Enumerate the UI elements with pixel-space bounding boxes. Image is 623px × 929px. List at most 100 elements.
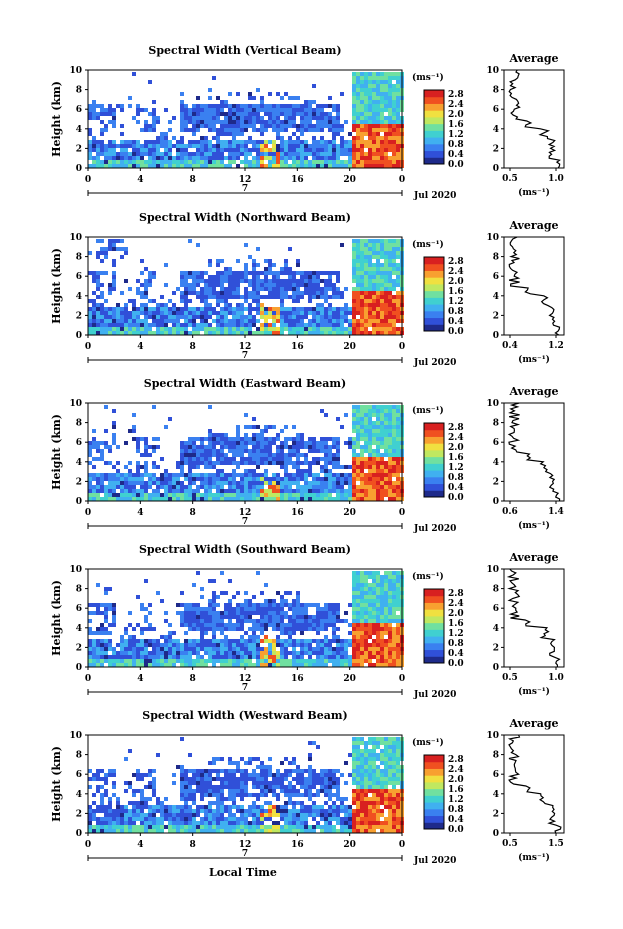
heatmap-cell <box>216 303 220 307</box>
heatmap-cell <box>376 583 380 587</box>
heatmap-cell <box>164 469 168 473</box>
heatmap-cell <box>248 663 252 667</box>
heatmap-cell <box>232 655 236 659</box>
heatmap-cell <box>244 319 248 323</box>
heatmap-cell <box>100 769 104 773</box>
heatmap-cell <box>116 481 120 485</box>
heatmap-cell <box>364 279 368 283</box>
heatmap-cell <box>364 587 368 591</box>
heatmap-cell <box>368 132 372 136</box>
heatmap-cell <box>392 100 396 104</box>
heatmap-cell <box>300 128 304 132</box>
heatmap-cell <box>284 485 288 489</box>
heatmap-cell <box>376 291 380 295</box>
heatmap-cell <box>216 295 220 299</box>
avg-y-tick-label: 8 <box>493 86 499 96</box>
heatmap-cell <box>132 140 136 144</box>
heatmap-cell <box>224 481 228 485</box>
heatmap-cell <box>92 319 96 323</box>
heatmap-cell <box>372 120 376 124</box>
heatmap-cell <box>268 445 272 449</box>
heatmap-cell <box>240 112 244 116</box>
heatmap-cell <box>104 615 108 619</box>
heatmap-cell <box>92 647 96 651</box>
heatmap-cell <box>196 124 200 128</box>
heatmap-cell <box>224 144 228 148</box>
heatmap-cell <box>88 152 92 156</box>
heatmap-cell <box>280 156 284 160</box>
heatmap-cell <box>88 315 92 319</box>
heatmap-cell <box>336 497 340 501</box>
heatmap-cell <box>384 164 388 168</box>
heatmap-cell <box>276 659 280 663</box>
heatmap-cell <box>224 128 228 132</box>
heatmap-cell <box>268 287 272 291</box>
heatmap-cell <box>264 489 268 493</box>
heatmap-cell <box>112 603 116 607</box>
heatmap-cell <box>392 635 396 639</box>
heatmap-cell <box>352 307 356 311</box>
heatmap-cell <box>156 164 160 168</box>
heatmap-cell <box>280 477 284 481</box>
heatmap-cell <box>168 635 172 639</box>
heatmap-cell <box>260 116 264 120</box>
heatmap-cell <box>284 457 288 461</box>
heatmap-cell <box>140 465 144 469</box>
heatmap-cell <box>288 287 292 291</box>
heatmap-cell <box>356 108 360 112</box>
heatmap-cell <box>260 461 264 465</box>
heatmap-cell <box>140 259 144 263</box>
heatmap-cell <box>352 587 356 591</box>
heatmap-cell <box>172 291 176 295</box>
heatmap-cell <box>256 651 260 655</box>
heatmap-cell <box>236 659 240 663</box>
heatmap-cell <box>200 647 204 651</box>
heatmap-cell <box>328 497 332 501</box>
heatmap-cell <box>236 449 240 453</box>
heatmap-cell <box>328 279 332 283</box>
heatmap-cell <box>280 465 284 469</box>
heatmap-cell <box>248 319 252 323</box>
heatmap-cell <box>236 164 240 168</box>
heatmap-cell <box>368 140 372 144</box>
heatmap-cell <box>364 655 368 659</box>
heatmap-cell <box>144 279 148 283</box>
heatmap-cell <box>288 449 292 453</box>
heatmap-cell <box>216 299 220 303</box>
heatmap-cell <box>332 271 336 275</box>
heatmap-cell <box>316 164 320 168</box>
heatmap-cell <box>216 473 220 477</box>
heatmap-cell <box>176 307 180 311</box>
heatmap-cell <box>340 144 344 148</box>
heatmap-cell <box>288 307 292 311</box>
heatmap-cell <box>348 473 352 477</box>
heatmap-cell <box>360 493 364 497</box>
heatmap-cell <box>232 112 236 116</box>
heatmap-cell <box>324 116 328 120</box>
heatmap-cell <box>388 88 392 92</box>
heatmap-cell <box>144 287 148 291</box>
heatmap-cell <box>132 481 136 485</box>
heatmap-cell <box>256 299 260 303</box>
heatmap-cell <box>384 421 388 425</box>
heatmap-cell <box>360 331 364 335</box>
heatmap-cell <box>176 311 180 315</box>
heatmap-cell <box>196 331 200 335</box>
heatmap-cell <box>248 92 252 96</box>
heatmap-cell <box>324 323 328 327</box>
heatmap-cell <box>380 489 384 493</box>
heatmap-cell <box>260 441 264 445</box>
heatmap-cell <box>104 485 108 489</box>
heatmap-cell <box>88 817 92 821</box>
heatmap-cell <box>308 311 312 315</box>
heatmap-cell <box>108 829 112 833</box>
heatmap-cell <box>136 473 140 477</box>
heatmap-cell <box>132 413 136 417</box>
heatmap-cell <box>260 100 264 104</box>
heatmap-cell <box>296 643 300 647</box>
heatmap-cell <box>288 319 292 323</box>
heatmap-cell <box>220 140 224 144</box>
heatmap-cell <box>352 279 356 283</box>
heatmap-cell <box>212 116 216 120</box>
heatmap-cell <box>388 575 392 579</box>
